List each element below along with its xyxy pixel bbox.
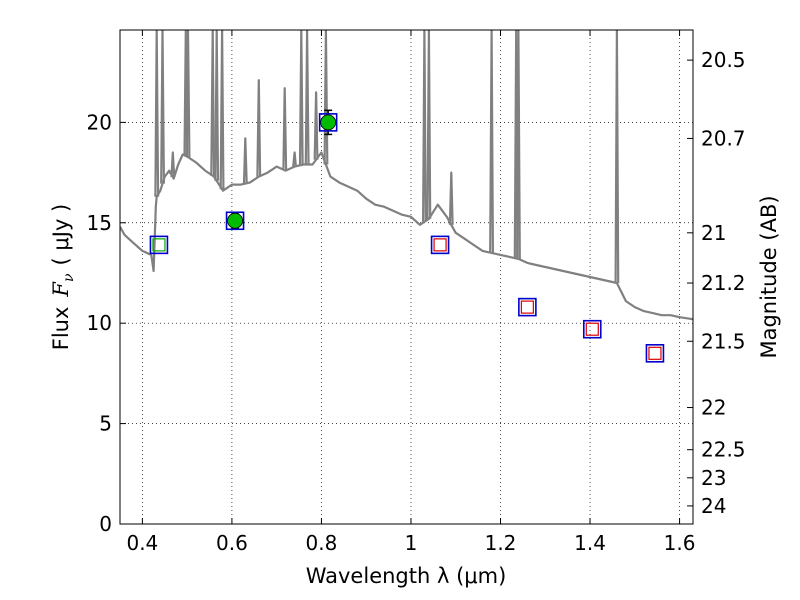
emission-line (422, 30, 427, 222)
grid (120, 30, 693, 525)
x-tick-label: 1.4 (574, 531, 606, 555)
x-axis-label: Wavelength λ (μm) (306, 564, 507, 588)
y-axis-label-unit: ( μJy ) (49, 204, 73, 266)
model-square (645, 344, 665, 363)
y-tick-label: 5 (99, 412, 112, 436)
magnitude-tick-label: 21 (701, 221, 726, 245)
y-axis-label-text: Flux (49, 307, 73, 351)
x-tick-label: 1 (405, 531, 418, 555)
detection-point (320, 114, 337, 131)
y-tick-label: 10 (87, 311, 112, 335)
x-tick-label: 1.6 (664, 531, 696, 555)
emission-line (219, 30, 225, 190)
plot-frame (119, 29, 694, 525)
upper-limit-square (152, 238, 166, 252)
emission-line (489, 30, 494, 253)
emission-line (304, 30, 310, 165)
emission-line (154, 30, 160, 197)
upper-limit-square (585, 322, 599, 336)
x-tick-label: 1.2 (485, 531, 517, 555)
spectrum-line (120, 151, 693, 321)
magnitude-tick-label: 20.7 (701, 126, 746, 150)
emission-line (313, 91, 319, 160)
upper-limit-square (648, 346, 662, 360)
model-square (430, 235, 450, 255)
emission-line (210, 30, 216, 176)
model-square (225, 211, 245, 231)
magnitude-tick-label: 22 (701, 396, 726, 420)
upper-limit-square (520, 300, 534, 314)
magnitude-tick-label: 24 (701, 494, 726, 518)
model-square (318, 113, 338, 132)
emission-line (242, 137, 248, 184)
emission-line (298, 30, 304, 166)
model-square (149, 235, 169, 255)
model-square (582, 319, 602, 339)
markers (149, 109, 665, 363)
y-tick-label: 15 (87, 211, 112, 235)
emission-line (614, 30, 620, 284)
emission-line (323, 30, 329, 165)
y-axis-label-symbol: F (49, 281, 73, 298)
magnitude-tick-label: 22.5 (701, 438, 746, 462)
emission-line (256, 79, 262, 177)
plot-area (120, 30, 693, 321)
model-square (518, 297, 537, 317)
magnitude-tick-label: 20.5 (701, 48, 746, 72)
detection-point (227, 212, 243, 229)
x-tick-label: 0.6 (216, 531, 248, 555)
y-tick-label: 20 (87, 110, 112, 134)
emission-line (282, 87, 288, 171)
x-tick-label: 0.4 (126, 531, 158, 555)
magnitude-tick-label: 23 (701, 466, 726, 490)
emission-line (170, 151, 176, 178)
emission-line (426, 30, 432, 219)
emission-line (292, 151, 297, 167)
emission-line (185, 30, 191, 158)
y-tick-label: 0 (99, 512, 112, 536)
emission-line (448, 171, 454, 225)
emission-line (160, 30, 165, 184)
emission-line (516, 30, 521, 259)
x-tick-label: 0.8 (306, 531, 338, 555)
y-axis-label-subscript: ν (61, 273, 77, 282)
upper-limit-square (433, 238, 447, 252)
y-axis-label-left: Flux Fν ( μJy ) (49, 204, 77, 350)
magnitude-tick-label: 21.5 (701, 329, 746, 353)
emission-line (214, 30, 220, 181)
axes: 0.4 0.6 0.8 1 1.2 1.4 1.6 0 5 10 15 20 20.5 20.7 21 21.… (87, 30, 746, 555)
magnitude-tick-label: 21.2 (701, 271, 746, 295)
y-axis-label-right: Magnitude (AB) (757, 195, 781, 358)
